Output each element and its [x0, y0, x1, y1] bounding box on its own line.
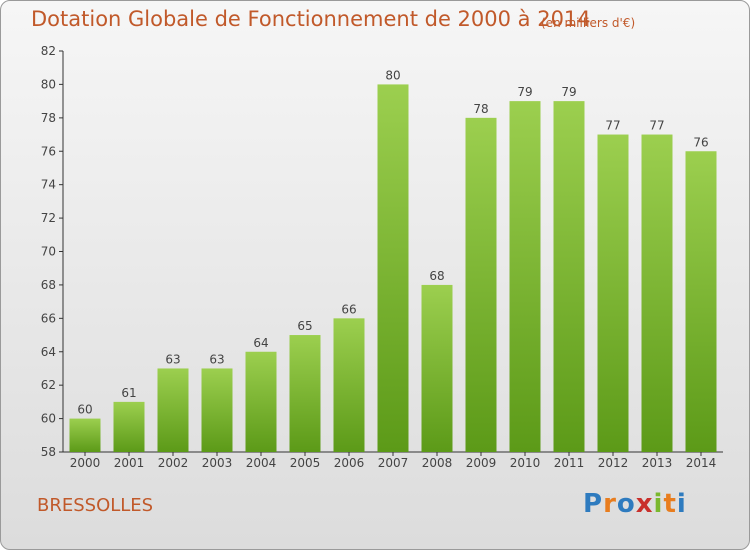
x-tick-label: 2011	[554, 456, 585, 470]
bar-2011	[553, 101, 585, 452]
x-tick-label: 2013	[642, 456, 673, 470]
bar-2008	[421, 284, 453, 452]
logo-letter: t	[663, 489, 677, 519]
bar-2002	[157, 368, 189, 452]
commune-name: BRESSOLLES	[37, 495, 154, 516]
data-label: 76	[693, 135, 708, 149]
y-tick-label: 58	[41, 445, 56, 459]
bar-2013	[641, 134, 673, 452]
x-tick-label: 2010	[510, 456, 541, 470]
data-label: 77	[649, 119, 664, 133]
data-label: 78	[473, 102, 488, 116]
x-tick-label: 2007	[378, 456, 409, 470]
x-tick-label: 2002	[158, 456, 189, 470]
y-tick-label: 62	[41, 378, 56, 392]
logo-letter: P	[583, 489, 604, 519]
y-tick-label: 70	[41, 245, 56, 259]
y-tick-label: 74	[41, 178, 56, 192]
bar-2012	[597, 134, 629, 452]
x-tick-label: 2000	[70, 456, 101, 470]
x-tick-label: 2012	[598, 456, 629, 470]
chart-subtitle: (en milliers d'€)	[541, 16, 636, 30]
x-tick-label: 2006	[334, 456, 365, 470]
y-tick-label: 76	[41, 144, 56, 158]
y-tick-label: 64	[41, 345, 56, 359]
y-tick-label: 66	[41, 311, 56, 325]
bar-2009	[465, 117, 497, 452]
y-tick-label: 72	[41, 211, 56, 225]
data-label: 66	[341, 302, 356, 316]
bar-2003	[201, 368, 233, 452]
data-label: 63	[209, 352, 224, 366]
logo-letter: i	[676, 489, 687, 519]
bar-2000	[69, 418, 101, 452]
data-label: 64	[253, 336, 268, 350]
logo-letter: i	[653, 489, 664, 519]
bar-2005	[289, 335, 321, 452]
y-tick-label: 78	[41, 111, 56, 125]
data-label: 80	[385, 68, 400, 82]
x-tick-label: 2001	[114, 456, 145, 470]
proxiti-logo: Proxiti	[583, 489, 687, 519]
x-tick-label: 2004	[246, 456, 277, 470]
bar-2006	[333, 318, 365, 452]
bar-2004	[245, 351, 277, 452]
y-tick-label: 80	[41, 77, 56, 91]
x-tick-label: 2008	[422, 456, 453, 470]
y-tick-label: 68	[41, 278, 56, 292]
logo-letter: o	[616, 489, 636, 519]
data-label: 61	[121, 386, 136, 400]
chart-title: Dotation Globale de Fonctionnement de 20…	[31, 7, 591, 31]
logo-letter: x	[635, 489, 654, 519]
data-label: 79	[561, 85, 576, 99]
bar-2001	[113, 401, 145, 452]
logo-letter: r	[603, 489, 617, 519]
data-label: 68	[429, 269, 444, 283]
data-label: 77	[605, 119, 620, 133]
x-tick-label: 2003	[202, 456, 233, 470]
y-tick-label: 60	[41, 412, 56, 426]
x-tick-label: 2009	[466, 456, 497, 470]
data-label: 60	[77, 403, 92, 417]
bar-2007	[377, 84, 409, 453]
x-tick-label: 2005	[290, 456, 321, 470]
x-tick-label: 2014	[686, 456, 717, 470]
data-label: 79	[517, 85, 532, 99]
bar-2014	[685, 151, 717, 452]
data-label: 65	[297, 319, 312, 333]
bar-2010	[509, 101, 541, 452]
y-tick-label: 82	[41, 44, 56, 58]
data-label: 63	[165, 352, 180, 366]
